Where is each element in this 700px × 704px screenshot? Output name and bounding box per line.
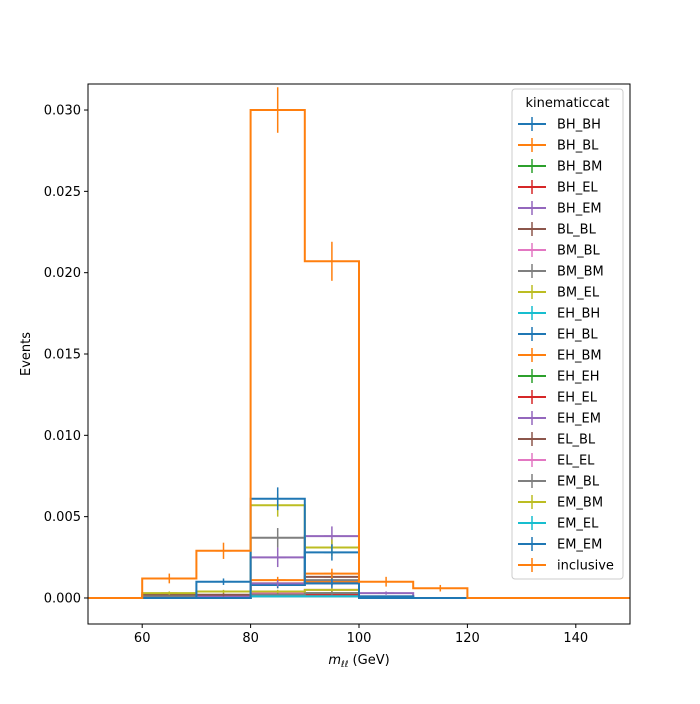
legend-item-EH_BH: EH_BH <box>518 306 600 322</box>
legend-label: BH_EL <box>557 181 598 196</box>
legend-label: EM_BM <box>557 496 603 511</box>
legend-label: EH_EM <box>557 412 601 427</box>
legend-label: BL_BL <box>557 223 597 238</box>
plot-area <box>88 87 630 599</box>
x-tick-label: 60 <box>134 631 151 646</box>
legend-label: BH_BM <box>557 160 602 175</box>
axes-frame <box>87 83 631 625</box>
legend-item-EH_BL: EH_BL <box>518 327 598 343</box>
legend-label: BH_BH <box>557 118 601 133</box>
y-tick-label: 0.025 <box>44 185 81 200</box>
legend-box <box>511 88 624 580</box>
y-tick-label: 0.005 <box>44 510 81 525</box>
legend-item-EH_EM: EH_EM <box>518 411 601 427</box>
legend-label: EH_BH <box>557 307 600 322</box>
legend-item-EH_BM: EH_BM <box>518 348 602 364</box>
y-tick-label: 0.000 <box>44 591 81 606</box>
legend-item-BH_EL: BH_EL <box>518 180 598 196</box>
x-tick-label: 100 <box>347 631 372 646</box>
legend-label: BH_BL <box>557 139 599 154</box>
legend-item-EM_EM: EM_EM <box>518 537 602 553</box>
legend-label: EM_BL <box>557 475 600 490</box>
legend-label: BM_BM <box>557 265 604 280</box>
legend-item-inclusive: inclusive <box>518 558 614 574</box>
x-tick-label: 80 <box>242 631 259 646</box>
legend-label: BH_EM <box>557 202 602 217</box>
legend-label: EM_EM <box>557 538 602 553</box>
x-axis-label: mℓℓ (GeV) <box>328 653 389 670</box>
legend-item-EM_BL: EM_BL <box>518 474 600 490</box>
legend-item-EH_EH: EH_EH <box>518 369 599 385</box>
legend-item-BM_EL: BM_EL <box>518 285 600 301</box>
y-tick-label: 0.010 <box>44 429 81 444</box>
legend-item-BH_BM: BH_BM <box>518 159 602 175</box>
x-tick-label: 120 <box>455 631 480 646</box>
legend-label: EH_EH <box>557 370 599 385</box>
legend-item-BH_EM: BH_EM <box>518 201 602 217</box>
legend-title: kinematiccat <box>525 96 609 111</box>
legend-item-BM_BM: BM_BM <box>518 264 604 280</box>
legend-item-EM_BM: EM_BM <box>518 495 603 511</box>
legend-label: EH_EL <box>557 391 598 406</box>
legend-item-BM_BL: BM_BL <box>518 243 601 259</box>
x-axis: 60 80 100 120 140 <box>134 624 588 646</box>
series-inclusive <box>88 87 630 599</box>
x-axis-label-sub: ℓℓ <box>340 660 348 670</box>
y-axis: 0.000 0.005 0.010 0.015 0.020 0.025 0.030 <box>44 104 88 606</box>
legend-label: EH_BM <box>557 349 602 364</box>
legend-item-BH_BH: BH_BH <box>518 117 601 133</box>
legend-label: inclusive <box>557 559 614 574</box>
legend-label: BM_EL <box>557 286 600 301</box>
legend-item-EH_EL: EH_EL <box>518 390 598 406</box>
x-axis-label-main: m <box>328 653 341 668</box>
legend-item-EM_EL: EM_EL <box>518 516 599 532</box>
legend-item-BL_BL: BL_BL <box>518 222 597 238</box>
legend-item-EL_EL: EL_EL <box>518 453 595 469</box>
legend-label: EH_BL <box>557 328 598 343</box>
x-axis-label-unit: (GeV) <box>348 653 389 668</box>
legend-item-EL_BL: EL_BL <box>518 432 596 448</box>
x-tick-label: 140 <box>563 631 588 646</box>
y-axis-label: Events <box>19 332 34 376</box>
legend-label: EM_EL <box>557 517 599 532</box>
legend: kinematiccat BH_BH BH_BL BH_BM BH_EL BH_EM BL_… <box>511 88 624 580</box>
y-tick-label: 0.020 <box>44 266 81 281</box>
legend-label: EL_BL <box>557 433 596 448</box>
legend-label: BM_BL <box>557 244 601 259</box>
legend-label: EL_EL <box>557 454 595 469</box>
legend-item-BH_BL: BH_BL <box>518 138 599 154</box>
y-tick-label: 0.030 <box>44 104 81 119</box>
y-tick-label: 0.015 <box>44 348 81 363</box>
